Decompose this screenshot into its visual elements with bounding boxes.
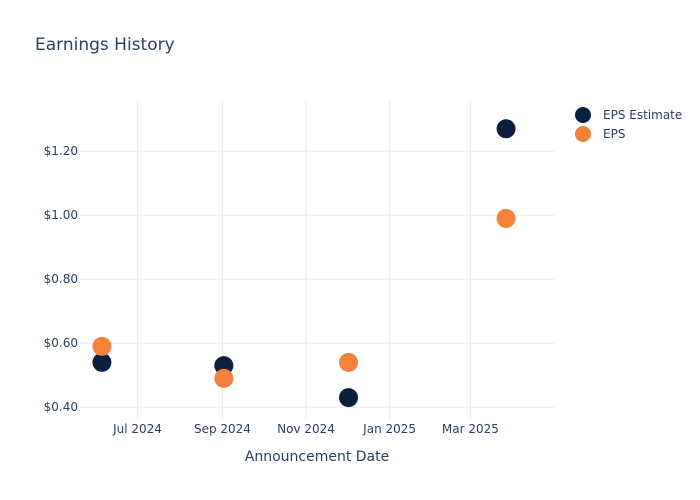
y-tick-label: $0.40 <box>44 400 78 414</box>
eps-estimate-point[interactable] <box>339 388 359 408</box>
y-tick-label: $0.60 <box>44 336 78 350</box>
grid-layer <box>80 100 554 420</box>
y-tick-label: $1.20 <box>44 144 78 158</box>
eps-point[interactable] <box>92 336 112 356</box>
x-axis-title: Announcement Date <box>245 449 389 465</box>
x-tick-label: Mar 2025 <box>442 422 499 436</box>
y-tick-label: $1.00 <box>44 208 78 222</box>
y-axis-ticks: $0.40 $0.60 $0.80 $1.00 $1.20 <box>44 144 78 414</box>
x-tick-label: Sep 2024 <box>194 422 251 436</box>
legend-marker[interactable] <box>575 126 591 142</box>
eps-estimate-point[interactable] <box>496 119 516 139</box>
x-tick-label: Jan 2025 <box>362 422 416 436</box>
legend-label[interactable]: EPS Estimate <box>603 108 682 122</box>
x-tick-label: Nov 2024 <box>277 422 335 436</box>
chart-title: Earnings History <box>35 35 175 55</box>
legend-marker[interactable] <box>575 107 591 123</box>
eps-point[interactable] <box>214 368 234 388</box>
y-tick-label: $0.80 <box>44 272 78 286</box>
data-points <box>92 119 516 408</box>
legend: EPS Estimate EPS <box>575 107 682 142</box>
eps-point[interactable] <box>339 352 359 372</box>
x-axis-ticks: Jul 2024 Sep 2024 Nov 2024 Jan 2025 Mar 2025 <box>112 422 499 436</box>
eps-estimate-point[interactable] <box>92 352 112 372</box>
legend-label[interactable]: EPS <box>603 127 625 141</box>
eps-point[interactable] <box>496 208 516 228</box>
x-tick-label: Jul 2024 <box>112 422 162 436</box>
